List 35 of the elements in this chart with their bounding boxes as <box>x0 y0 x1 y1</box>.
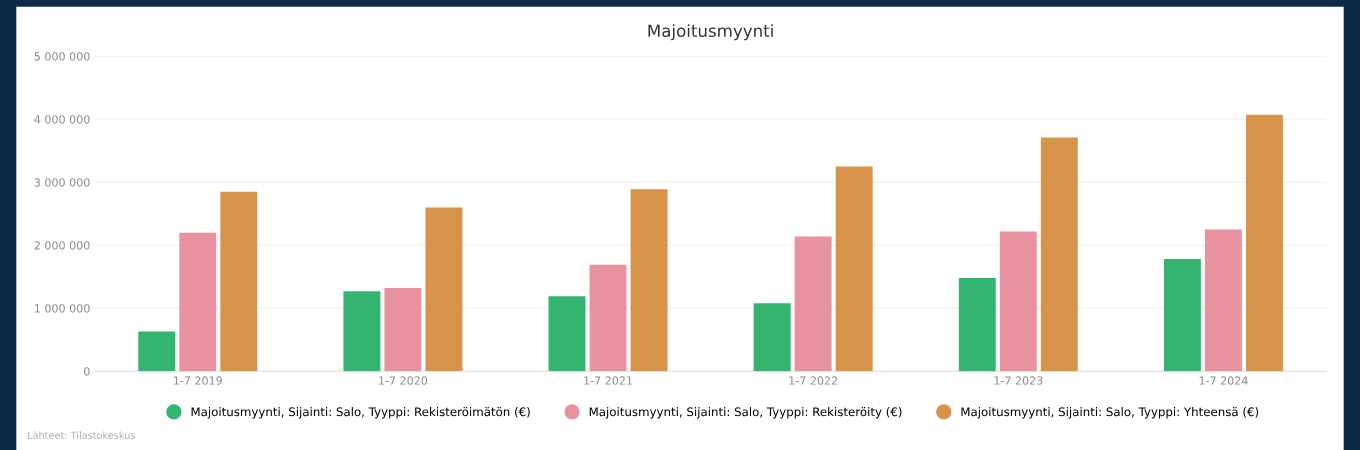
bar <box>1246 114 1283 372</box>
bar <box>1204 229 1242 372</box>
bar <box>548 296 586 372</box>
legend-label: Majoitusmyynti, Sijainti: Salo, Tyyppi: Yhteensä (€) <box>961 407 1259 419</box>
x-tick-label: 1-7 2021 <box>584 376 632 385</box>
y-tick-label: 2 000 000 <box>34 241 90 250</box>
bar <box>425 207 463 372</box>
bar <box>343 291 381 372</box>
y-tick-label: 3 000 000 <box>34 178 90 187</box>
bar <box>589 264 627 372</box>
x-tick-label: 1-7 2022 <box>789 376 838 385</box>
bar <box>753 303 791 372</box>
bar <box>179 232 217 372</box>
bar <box>1163 259 1201 372</box>
x-tick-label: 1-7 2020 <box>379 376 428 385</box>
bar <box>630 189 668 372</box>
bar <box>835 166 873 372</box>
bar <box>1040 137 1078 372</box>
x-tick-label: 1-7 2024 <box>1199 376 1248 385</box>
y-tick-label: 0 <box>84 367 90 376</box>
y-tick-label: 5 000 000 <box>34 52 90 61</box>
bar <box>958 278 996 372</box>
bar <box>384 288 422 372</box>
x-tick-label: 1-7 2023 <box>994 376 1043 385</box>
y-tick-label: 1 000 000 <box>35 304 90 313</box>
text: Lähteet: Tilastokeskus <box>28 431 135 439</box>
y-tick-label: 4 000 000 <box>34 115 90 124</box>
chart-title: Majoitusmyynti <box>648 24 773 41</box>
bar <box>220 191 258 372</box>
bar <box>138 331 176 372</box>
x-tick-label: 1-7 2019 <box>174 376 222 385</box>
bar <box>999 231 1037 372</box>
legend-label: Majoitusmyynti, Sijainti: Salo, Tyyppi: Rekisteröimätön (€) <box>191 407 530 419</box>
bar <box>794 236 832 372</box>
legend-label: Majoitusmyynti, Sijainti: Salo, Tyyppi: Rekisteröity (€) <box>589 407 902 419</box>
